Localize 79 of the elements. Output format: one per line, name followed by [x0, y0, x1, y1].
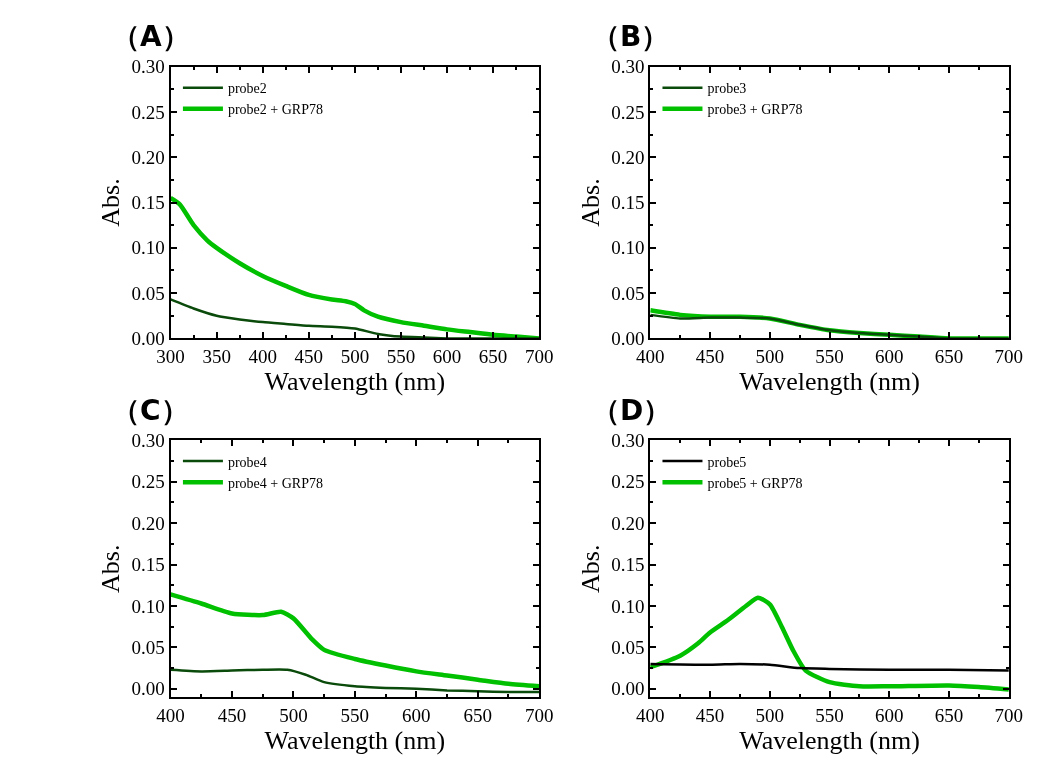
y-tick-label: 0.25 [131, 101, 165, 123]
y-tick-label: 0.00 [131, 678, 165, 700]
x-tick-label: 700 [994, 346, 1024, 368]
line-series [170, 668, 540, 694]
x-tick-label: 700 [524, 346, 554, 368]
chart-title: （D） [592, 394, 672, 427]
y-tick-label: 0.10 [611, 595, 645, 617]
y-tick-label: 0.00 [611, 678, 645, 700]
y-axis-title: Abs. [96, 544, 126, 593]
x-tick-label: 600 [875, 346, 904, 368]
legend-label: probe3 + GRP78 [707, 102, 803, 118]
x-tick-label: 450 [695, 346, 725, 368]
legend-label: probe5 + GRP78 [707, 475, 803, 491]
x-tick-label: 500 [279, 704, 308, 726]
line-series [170, 298, 540, 339]
x-axis-title: Wavelength (nm) [264, 367, 446, 397]
x-tick-label: 350 [202, 346, 231, 368]
x-tick-label: 650 [478, 346, 508, 368]
y-tick-label: 0.05 [131, 282, 165, 304]
legend-label: probe4 [227, 454, 267, 470]
y-tick-label: 0.10 [131, 595, 165, 617]
y-tick-label: 0.20 [131, 512, 165, 534]
y-tick-label: 0.10 [611, 237, 645, 259]
y-tick-label: 0.20 [131, 146, 165, 168]
x-axis-title: Wavelength (nm) [264, 725, 446, 755]
x-axis-title: Wavelength (nm) [739, 725, 920, 755]
chart-title: （C） [112, 394, 189, 427]
legend-label: probe4 + GRP78 [227, 475, 323, 491]
x-axis-title: Wavelength (nm) [739, 367, 920, 397]
x-tick-label: 650 [934, 704, 964, 726]
line-series [650, 595, 1009, 692]
x-tick-label: 700 [524, 704, 554, 726]
x-tick-label: 550 [815, 704, 844, 726]
x-tick-label: 650 [463, 704, 493, 726]
y-tick-label: 0.05 [611, 282, 645, 304]
y-axis-title: Abs. [96, 178, 126, 227]
line-series [170, 195, 540, 339]
y-tick-label: 0.20 [611, 512, 645, 534]
x-tick-label: 700 [994, 704, 1024, 726]
x-tick-label: 550 [386, 346, 416, 368]
legend-label: probe2 [227, 81, 267, 97]
y-axis-title: Abs. [576, 544, 606, 593]
x-tick-label: 450 [695, 704, 725, 726]
x-tick-label: 500 [755, 704, 785, 726]
y-axis-title: Abs. [576, 178, 606, 227]
chart-title: （B） [592, 20, 670, 53]
y-tick-label: 0.15 [131, 554, 165, 576]
y-tick-label: 0.25 [611, 101, 645, 123]
x-tick-label: 450 [217, 704, 247, 726]
x-tick-label: 600 [875, 704, 904, 726]
legend-label: probe2 + GRP78 [227, 102, 323, 118]
y-tick-label: 0.30 [131, 430, 165, 451]
x-tick-label: 550 [815, 346, 844, 368]
y-tick-label: 0.05 [131, 637, 165, 659]
x-tick-label: 600 [432, 346, 462, 368]
x-tick-label: 500 [340, 346, 370, 368]
y-tick-label: 0.30 [611, 56, 645, 78]
x-tick-label: 500 [755, 346, 785, 368]
x-tick-label: 550 [340, 704, 370, 726]
y-tick-label: 0.30 [611, 430, 645, 451]
x-tick-label: 400 [248, 346, 277, 368]
y-tick-label: 0.15 [131, 192, 165, 214]
x-tick-label: 400 [636, 704, 665, 726]
legend-label: probe5 [707, 454, 747, 470]
y-tick-label: 0.10 [131, 237, 165, 259]
y-tick-label: 0.20 [611, 146, 645, 168]
y-tick-label: 0.25 [611, 471, 645, 493]
y-tick-label: 0.25 [131, 471, 165, 493]
x-tick-label: 400 [156, 704, 185, 726]
x-tick-label: 450 [294, 346, 324, 368]
y-tick-label: 0.15 [611, 192, 645, 214]
y-tick-label: 0.15 [611, 554, 645, 576]
legend-label: probe3 [707, 81, 747, 97]
x-tick-label: 650 [934, 346, 964, 368]
x-tick-label: 600 [402, 704, 431, 726]
y-tick-label: 0.30 [131, 56, 165, 78]
y-tick-label: 0.05 [611, 637, 645, 659]
line-series [170, 592, 540, 689]
chart-title: （A） [112, 20, 190, 53]
